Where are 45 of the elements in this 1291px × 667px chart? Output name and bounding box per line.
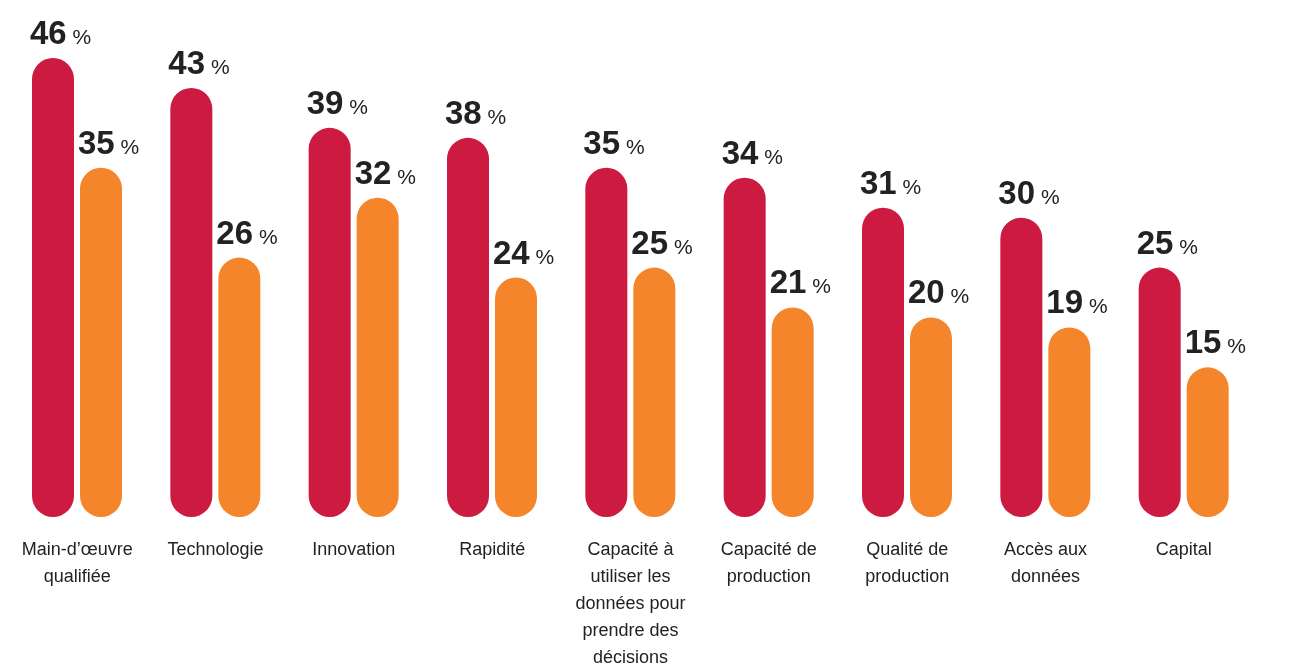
x-tick-label: Capacité de production [720, 539, 817, 586]
bar [218, 257, 261, 517]
x-tick-label: Rapidité [459, 539, 526, 559]
bar [32, 58, 74, 517]
data-label: 32 % [354, 153, 416, 191]
data-label: 20 % [908, 273, 970, 311]
bar [356, 197, 399, 517]
data-label: 19 % [1046, 283, 1108, 321]
x-tick-label: Technologie [167, 539, 264, 559]
data-label: 38 % [445, 93, 507, 131]
bar [1138, 267, 1181, 517]
bar [1000, 217, 1043, 517]
data-label: 34 % [721, 133, 783, 171]
data-label: 31 % [860, 163, 922, 201]
bar [771, 307, 814, 517]
data-label: 24 % [493, 233, 555, 271]
bar [633, 267, 676, 517]
bar [170, 87, 213, 517]
x-tick-label: Main-d’œuvre qualifiée [21, 539, 133, 586]
data-label: 21 % [769, 263, 831, 301]
bar [1048, 327, 1091, 517]
data-label: 35 % [78, 123, 140, 161]
data-label: 43 % [168, 43, 230, 81]
x-tick-label: Capital [1155, 539, 1212, 559]
data-label: 39 % [306, 83, 368, 121]
bar [308, 127, 351, 517]
x-tick-label: Qualité de production [865, 539, 950, 586]
data-label: 30 % [998, 173, 1060, 211]
bar [495, 277, 537, 517]
data-label: 25 % [631, 223, 693, 261]
bar [80, 167, 122, 517]
data-label: 35 % [583, 123, 645, 161]
data-label: 26 % [216, 213, 278, 251]
x-tick-label: Innovation [312, 539, 396, 559]
data-label: 46 % [30, 14, 92, 51]
bar [1186, 367, 1229, 517]
bar [447, 137, 489, 517]
x-tick-label: Accès aux données [1003, 539, 1088, 586]
x-tick-label: Capacité à utiliser les données pour prendre des décisions [575, 539, 686, 667]
bar [910, 317, 952, 517]
bar [723, 177, 766, 517]
data-label: 15 % [1184, 323, 1246, 361]
bar [862, 207, 904, 517]
data-label: 25 % [1136, 223, 1198, 261]
bar [585, 167, 628, 517]
